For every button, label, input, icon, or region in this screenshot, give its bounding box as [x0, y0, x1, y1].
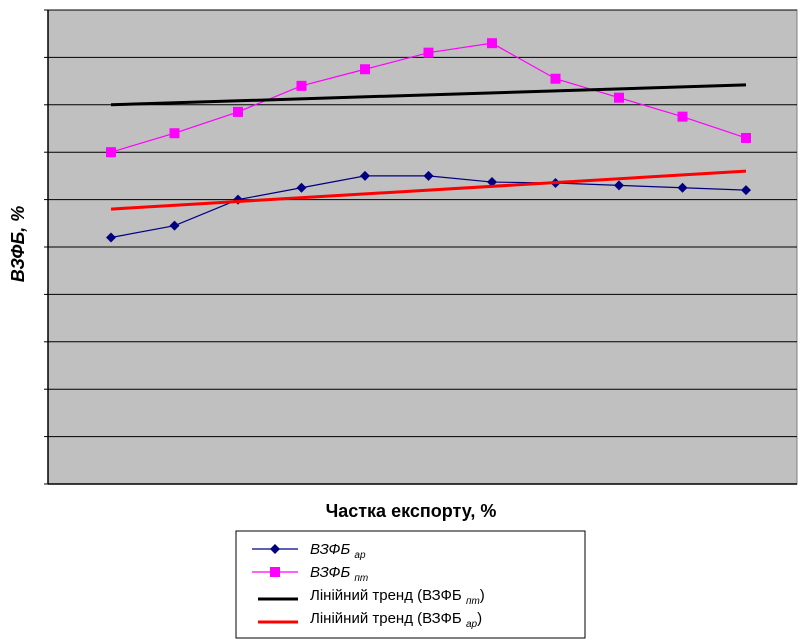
- legend-label: Лінійний тренд (ВЗФБ ар): [310, 610, 482, 630]
- trend-line: [110, 169, 747, 211]
- data-point: [487, 38, 497, 49]
- series-4: [110, 169, 747, 211]
- data-point: [487, 177, 497, 188]
- legend-marker: [270, 567, 280, 577]
- legend-item-3: Лінійний тренд (ВЗФБ пт): [258, 587, 485, 607]
- data-point: [169, 220, 180, 231]
- legend-label-main: ВЗФБ: [310, 541, 354, 558]
- legend-label-subscript: ар: [466, 619, 478, 630]
- data-point: [614, 180, 624, 191]
- x-axis-title: Частка експорту, %: [326, 501, 497, 521]
- data-point: [677, 111, 688, 122]
- legend-label: ВЗФБ ар: [310, 541, 366, 561]
- data-point: [741, 132, 751, 143]
- data-point: [169, 128, 180, 139]
- data-point: [423, 47, 434, 58]
- legend-label-suffix: ): [480, 587, 485, 604]
- data-point: [360, 64, 370, 75]
- data-point: [614, 92, 624, 103]
- legend-label-main: ВЗФБ: [310, 564, 354, 581]
- legend-item-1: ВЗФБ ар: [252, 541, 366, 561]
- trend-line: [110, 83, 747, 107]
- legend-label: ВЗФБ пт: [310, 564, 368, 584]
- legend-label-suffix: ): [477, 610, 482, 627]
- legend-label-subscript: пт: [466, 596, 480, 607]
- legend-item-2: ВЗФБ пт: [252, 564, 368, 584]
- legend-label-subscript: пт: [354, 573, 368, 584]
- y-axis-title: ВЗФБ, %: [8, 206, 28, 282]
- data-point: [106, 147, 116, 158]
- legend-label-main: Лінійний тренд (ВЗФБ: [310, 610, 466, 627]
- series-3: [110, 83, 747, 107]
- series-1: [106, 170, 751, 243]
- data-point: [677, 182, 688, 193]
- legend-label-main: Лінійний тренд (ВЗФБ: [310, 587, 466, 604]
- legend-item-4: Лінійний тренд (ВЗФБ ар): [258, 610, 482, 630]
- series-layer: [106, 38, 751, 243]
- data-point: [550, 73, 561, 84]
- gridlines: [48, 9, 797, 438]
- data-point: [233, 106, 243, 117]
- legend-marker: [270, 544, 280, 554]
- series-2: [106, 38, 751, 158]
- data-point: [296, 182, 307, 193]
- legend-label-subscript: ар: [354, 550, 366, 561]
- data-point: [360, 170, 370, 181]
- data-point: [296, 80, 307, 91]
- data-point: [741, 185, 751, 196]
- legend-label: Лінійний тренд (ВЗФБ пт): [310, 587, 485, 607]
- data-point: [106, 232, 116, 243]
- data-point: [423, 170, 434, 181]
